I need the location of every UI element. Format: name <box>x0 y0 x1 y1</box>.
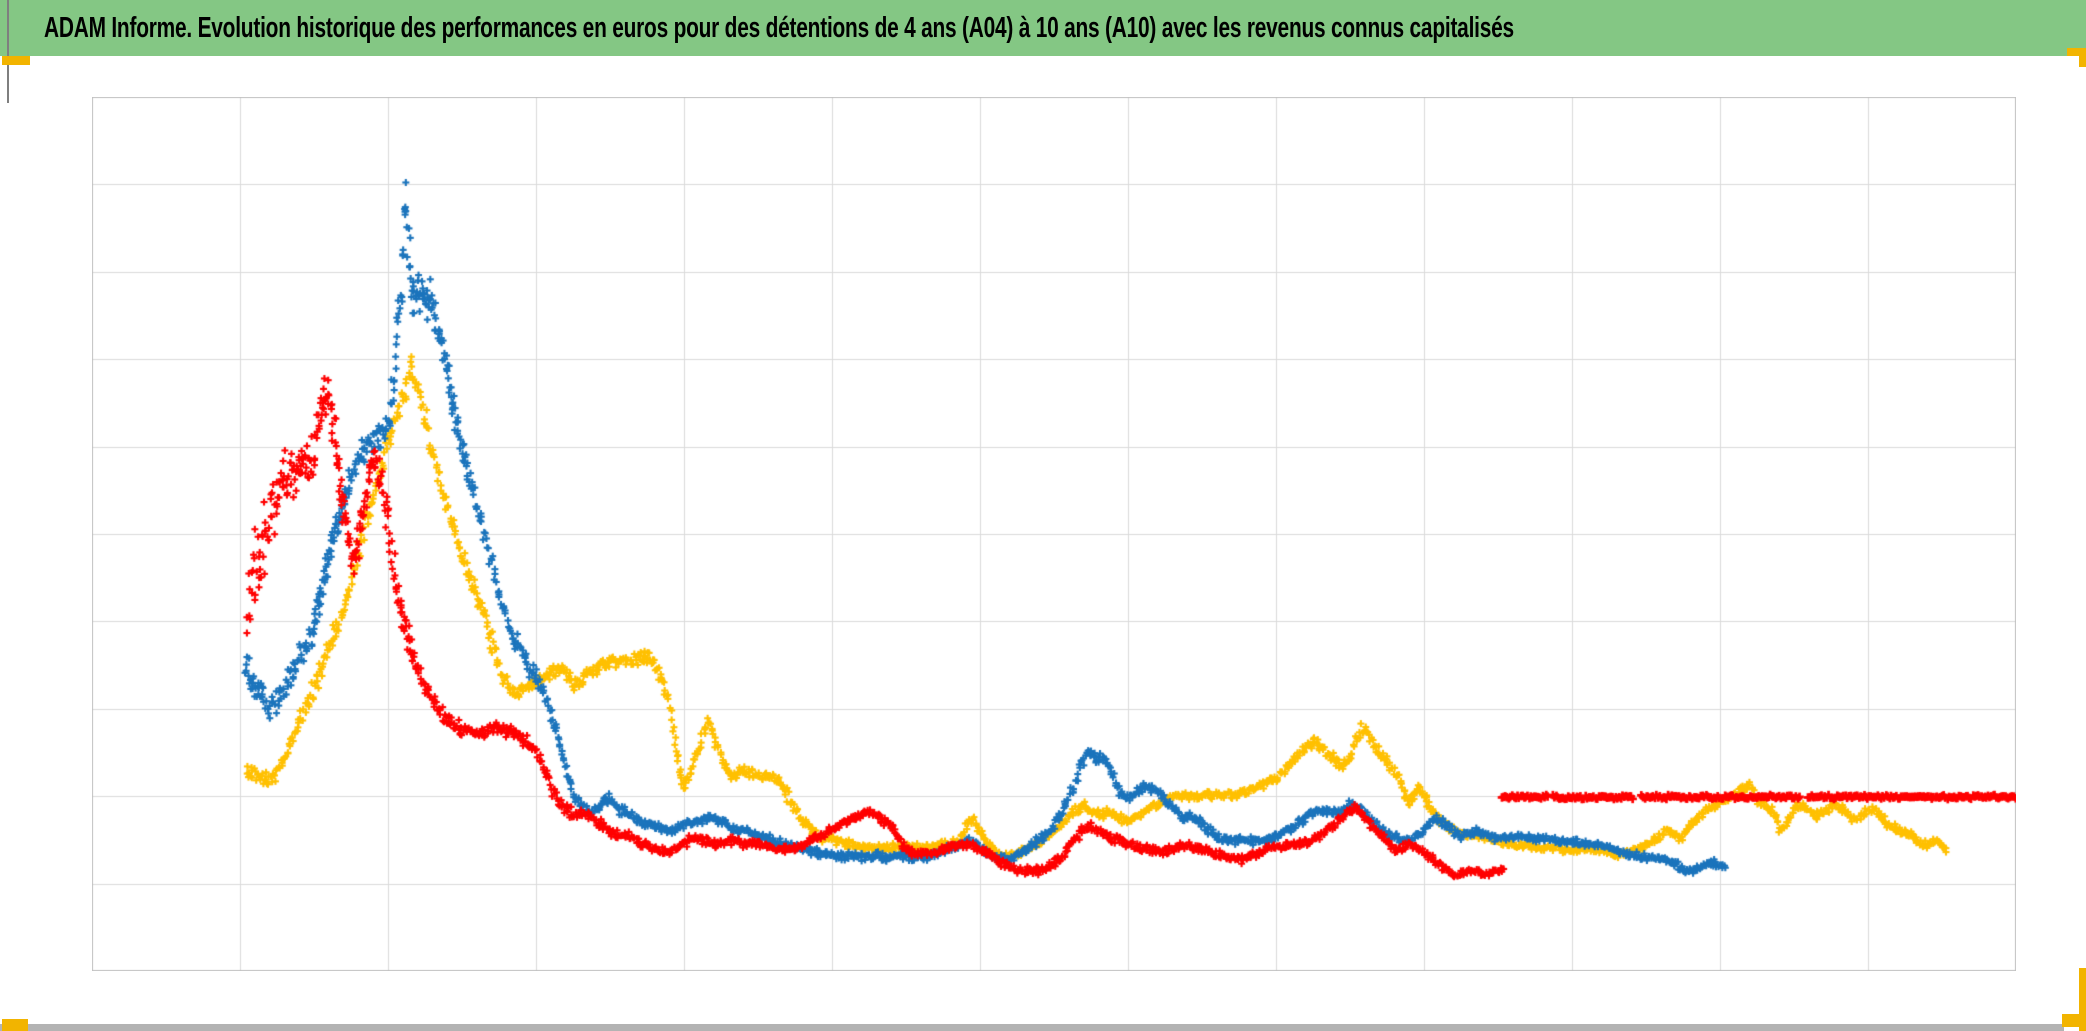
left-edge-line <box>7 0 9 103</box>
page-title: ADAM Informe. Evolution historique des p… <box>44 12 1514 44</box>
scatter-plot-canvas <box>92 97 2016 971</box>
chart-plot-area <box>92 97 2016 971</box>
yellow-accent-top-left <box>2 56 30 65</box>
title-bar: ADAM Informe. Evolution historique des p… <box>0 0 2086 56</box>
yellow-accent-bottom-left <box>2 1019 28 1031</box>
bottom-strip <box>0 1024 2064 1031</box>
yellow-accent-bottom-right <box>2062 1014 2086 1027</box>
yellow-accent-top-right <box>2067 48 2086 56</box>
yellow-accent-bottom-right-edge <box>2079 968 2086 1031</box>
yellow-accent-top-right-edge <box>2079 48 2086 67</box>
